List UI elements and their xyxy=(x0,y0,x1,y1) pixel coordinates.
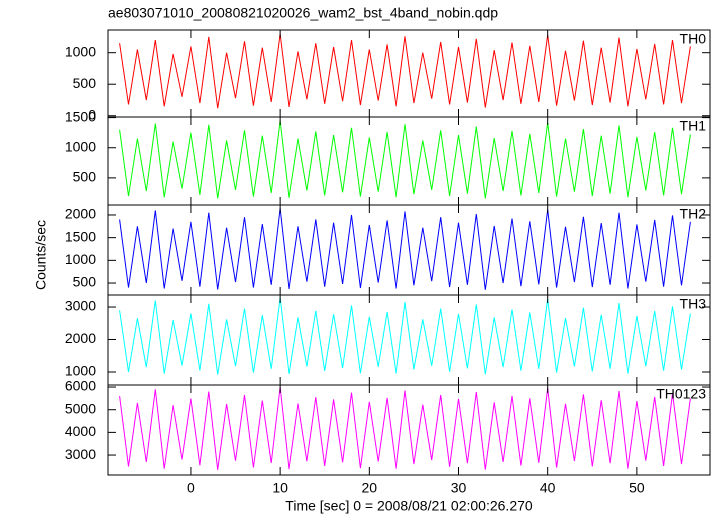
panel-label: TH0123 xyxy=(656,386,706,402)
x-tick-label: 40 xyxy=(540,480,556,496)
y-tick-label: 500 xyxy=(73,75,97,91)
panel-label: TH1 xyxy=(680,118,707,134)
data-line xyxy=(119,120,691,199)
panel-frame xyxy=(107,384,711,476)
y-tick-label: 500 xyxy=(73,274,97,290)
chart-title: ae803071010_20080821020026_wam2_bst_4ban… xyxy=(108,5,498,21)
y-tick-label: 3000 xyxy=(65,298,96,314)
x-tick-label: 0 xyxy=(187,480,195,496)
x-tick-label: 10 xyxy=(272,480,288,496)
data-line xyxy=(119,208,691,290)
y-tick-label: 2000 xyxy=(65,206,96,222)
y-tick-label: 3000 xyxy=(65,446,96,462)
y-tick-label: 2000 xyxy=(65,330,96,346)
y-tick-label: 1500 xyxy=(65,108,96,124)
y-tick-label: 4000 xyxy=(65,423,96,439)
y-axis-label: Counts/sec xyxy=(33,220,49,290)
y-tick-label: 1000 xyxy=(65,251,96,267)
y-tick-label: 1000 xyxy=(65,43,96,59)
y-tick-label: 0 xyxy=(88,106,96,122)
data-line xyxy=(119,386,691,470)
panel-label: TH2 xyxy=(680,206,707,222)
y-tick-label: 5000 xyxy=(65,400,96,416)
x-tick-label: 50 xyxy=(629,480,645,496)
x-axis-label: Time [sec] 0 = 2008/08/21 02:00:26.270 xyxy=(285,498,533,514)
data-line xyxy=(119,297,691,375)
panel-label: TH3 xyxy=(680,296,707,312)
x-tick-label: 30 xyxy=(451,480,467,496)
y-tick-label: 500 xyxy=(73,169,97,185)
data-line xyxy=(119,33,691,109)
x-tick-label: 20 xyxy=(362,480,378,496)
y-tick-label: 1500 xyxy=(65,228,96,244)
y-tick-label: 1000 xyxy=(65,363,96,379)
y-tick-label: 6000 xyxy=(65,378,96,394)
y-tick-label: 1000 xyxy=(65,138,96,154)
panel-label: TH0 xyxy=(680,31,707,47)
